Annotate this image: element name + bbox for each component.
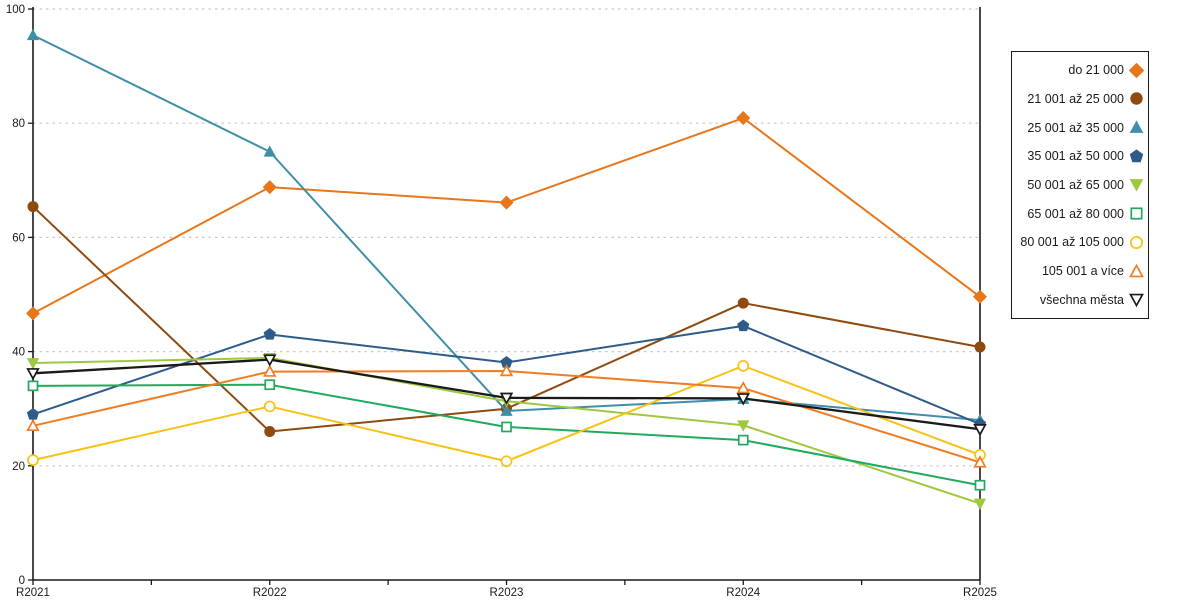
y-tick-label: 0: [19, 575, 25, 587]
square-icon: [501, 421, 512, 433]
legend-marker-icon: [1129, 235, 1144, 249]
chart-legend: do 21 000 21 001 až 25 000 25 001 až 35 00…: [1011, 51, 1149, 319]
diamond-icon: [736, 111, 751, 126]
circle-icon: [737, 360, 750, 372]
legend-item-label: 80 001 až 105 000: [1020, 235, 1124, 250]
legend-item-8: všechna města: [1016, 286, 1144, 313]
square-icon: [27, 380, 39, 392]
triangle-up-icon: [973, 455, 987, 468]
y-tick-label: 60: [12, 232, 25, 244]
legend-marker-icon: [1130, 207, 1143, 220]
y-tick-label: 100: [6, 4, 25, 16]
triangle-down-icon: [263, 354, 277, 367]
circle-icon: [974, 341, 986, 353]
triangle-up-icon: [1129, 120, 1144, 133]
diamond-icon: [262, 180, 277, 195]
triangle-up-icon: [500, 404, 513, 416]
square-icon: [974, 479, 986, 491]
x-tick-label: R2023: [490, 587, 524, 599]
legend-marker-icon: [1129, 149, 1144, 163]
circle-icon: [27, 201, 39, 213]
circle-icon: [737, 297, 749, 309]
circle-icon: [264, 426, 276, 438]
circle-icon: [500, 455, 513, 468]
x-tick-label: R2022: [253, 587, 287, 599]
triangle-down-icon: [499, 392, 514, 405]
legend-item-label: do 21 000: [1068, 63, 1124, 78]
legend-marker-icon: [1129, 62, 1144, 78]
legend-marker-icon: [1129, 293, 1144, 308]
legend-item-label: 25 001 až 35 000: [1027, 120, 1124, 135]
legend-item-label: 65 001 až 80 000: [1027, 206, 1124, 221]
pentagon-icon: [1129, 149, 1144, 163]
triangle-up-icon: [263, 145, 276, 157]
triangle-up-icon: [263, 364, 277, 377]
triangle-down-icon: [1129, 179, 1144, 192]
diamond-icon: [499, 195, 514, 210]
triangle-down-icon: [973, 498, 987, 510]
series-0: [25, 111, 988, 321]
legend-item-4: 50 001 až 65 000: [1016, 171, 1144, 198]
legend-item-0: do 21 000: [1016, 57, 1144, 84]
pentagon-icon: [26, 407, 40, 420]
triangle-up-icon: [26, 28, 40, 41]
legend-item-5: 65 001 až 80 000: [1016, 200, 1144, 227]
circle-icon: [1129, 235, 1144, 249]
triangle-down-icon: [26, 368, 40, 381]
diamond-icon: [25, 306, 41, 321]
pentagon-icon: [737, 319, 750, 332]
legend-marker-icon: [1129, 263, 1144, 277]
pentagon-icon: [263, 328, 276, 340]
legend-marker-icon: [1129, 120, 1144, 133]
triangle-up-icon: [1129, 263, 1144, 277]
legend-item-1: 21 001 až 25 000: [1016, 85, 1144, 112]
legend-item-2: 25 001 až 35 000: [1016, 114, 1144, 141]
y-tick-label: 40: [12, 347, 25, 359]
x-tick-label: R2021: [16, 587, 50, 599]
legend-item-label: všechna města: [1039, 292, 1124, 307]
legend-item-6: 80 001 až 105 000: [1016, 229, 1144, 256]
circle-icon: [27, 454, 39, 466]
triangle-up-icon: [499, 363, 514, 377]
legend-item-3: 35 001 až 50 000: [1016, 143, 1144, 170]
x-tick-label: R2025: [963, 587, 997, 599]
triangle-up-icon: [736, 381, 750, 394]
series-6: [27, 360, 986, 468]
legend-item-label: 50 001 až 65 000: [1027, 177, 1124, 192]
series-line-0: [32, 117, 981, 315]
circle-icon: [1130, 92, 1143, 106]
legend-marker-icon: [1129, 179, 1144, 192]
series-7: [26, 363, 987, 468]
square-icon: [737, 434, 749, 446]
legend-item-7: 105 001 a více: [1016, 258, 1144, 285]
triangle-down-icon: [736, 393, 750, 406]
triangle-down-icon: [1129, 293, 1144, 308]
circle-icon: [263, 400, 276, 413]
y-tick-label: 80: [12, 118, 25, 130]
square-icon: [264, 379, 276, 391]
triangle-down-icon: [26, 358, 40, 370]
series-5: [27, 379, 986, 491]
x-tick-label: R2024: [726, 587, 760, 599]
diamond-icon: [972, 289, 988, 304]
square-icon: [1130, 207, 1143, 220]
triangle-down-icon: [973, 424, 987, 437]
y-tick-label: 20: [12, 461, 25, 473]
legend-item-label: 35 001 až 50 000: [1027, 149, 1124, 164]
diamond-icon: [1129, 62, 1144, 78]
triangle-down-icon: [737, 420, 750, 432]
series-8: [26, 354, 987, 437]
legend-marker-icon: [1130, 92, 1143, 106]
triangle-up-icon: [26, 418, 40, 432]
legend-item-label: 21 001 až 25 000: [1027, 91, 1124, 106]
legend-item-label: 105 001 a více: [1041, 264, 1124, 278]
